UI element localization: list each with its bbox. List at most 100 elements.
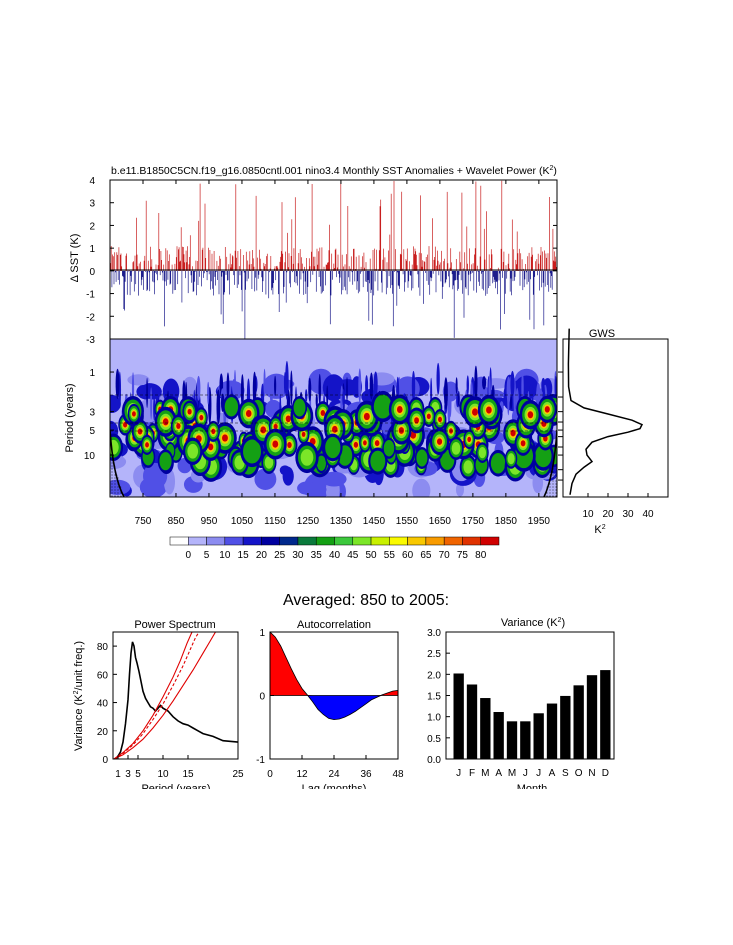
wavelet-x-tick-label: 1050 bbox=[231, 516, 254, 527]
wavelet-power-cell bbox=[490, 452, 506, 474]
autocorrelation-negative-fill bbox=[270, 695, 398, 720]
autocorrelation-line bbox=[270, 632, 398, 721]
variance-y-tick-label: 3.0 bbox=[427, 628, 441, 639]
wavelet-power-cell bbox=[216, 389, 221, 425]
wavelet-x-tick-label: 1850 bbox=[495, 516, 518, 527]
sst-y-tick-label: -3 bbox=[86, 335, 95, 346]
wavelet-x-tick-label: 1650 bbox=[429, 516, 452, 527]
wavelet-period-reference-lines bbox=[110, 394, 557, 432]
wavelet-power-cell bbox=[370, 450, 386, 472]
colorbar-cell bbox=[279, 536, 299, 546]
variance-axes: J F M A M J J A S O N D0.00.51.01.52.02.53.0 bbox=[427, 628, 609, 779]
colorbar-label: 0 bbox=[185, 550, 191, 561]
wavelet-y-tick-label: 5 bbox=[89, 426, 95, 437]
wavelet-power-cell bbox=[196, 375, 201, 401]
wavelet-power-cell bbox=[232, 379, 236, 395]
autocorrelation-x-tick-label: 48 bbox=[392, 769, 404, 780]
wavelet-power-cell bbox=[224, 397, 239, 417]
wavelet-power-cell bbox=[443, 377, 448, 410]
colorbar-cell bbox=[297, 536, 317, 546]
wavelet-power-cell bbox=[285, 360, 289, 400]
autocorrelation-y-tick-label: 0 bbox=[259, 692, 265, 703]
variance-x-tick-label: M bbox=[481, 768, 489, 779]
variance-bar bbox=[600, 670, 611, 759]
wavelet-power-cell bbox=[510, 429, 516, 437]
power-spectrum-frame bbox=[112, 631, 239, 760]
variance-y-tick-label: 0.0 bbox=[427, 755, 441, 766]
colorbar-cell bbox=[206, 536, 226, 546]
variance-bar bbox=[546, 703, 558, 759]
colorbar-label: 70 bbox=[439, 550, 451, 561]
wavelet-power-cell bbox=[346, 376, 348, 402]
wavelet-power-cell bbox=[145, 442, 149, 448]
averaged-title: Averaged: 850 to 2005: bbox=[283, 592, 449, 609]
wavelet-power-cell bbox=[272, 440, 279, 448]
wavelet-power-cell bbox=[544, 406, 550, 413]
power-spectrum-x-tick-label: 3 bbox=[125, 769, 131, 780]
wavelet-power-cell bbox=[521, 371, 524, 405]
red-noise-line bbox=[113, 632, 216, 759]
wavelet-x-tick-label: 750 bbox=[135, 516, 152, 527]
autocorrelation-x-tick-label: 24 bbox=[328, 769, 340, 780]
wavelet-power-cell bbox=[478, 446, 487, 459]
wavelet-x-tick-label: 850 bbox=[168, 516, 185, 527]
variance-x-tick-label: S bbox=[562, 768, 569, 779]
variance-bars bbox=[453, 670, 611, 759]
autocorrelation-y-tick-label: 1 bbox=[259, 628, 265, 639]
wavelet-power-cell bbox=[507, 380, 510, 416]
wavelet-power-cell bbox=[115, 368, 120, 400]
wavelet-power-cell bbox=[536, 382, 541, 404]
wavelet-power-cell bbox=[211, 428, 216, 435]
wavelet-power-cell bbox=[520, 440, 526, 447]
wavelet-power-cell bbox=[353, 441, 359, 448]
sst-anomaly-series bbox=[110, 180, 557, 339]
wavelet-power-cell bbox=[110, 394, 121, 414]
red-noise-line bbox=[113, 632, 200, 759]
wavelet-power-field bbox=[110, 360, 557, 497]
variance-x-tick-label: F bbox=[469, 768, 475, 779]
wavelet-power-cell bbox=[509, 395, 513, 410]
power-spectrum-x-tick-label: 5 bbox=[135, 769, 141, 780]
wavelet-power-cell bbox=[264, 456, 274, 469]
wavelet-power-cell bbox=[363, 412, 370, 421]
power-spectrum-y-tick-label: 60 bbox=[97, 670, 109, 681]
cone-of-influence bbox=[110, 429, 557, 497]
wavelet-y-axis-label: Period (years) bbox=[64, 383, 76, 452]
wavelet-power-cell bbox=[383, 439, 395, 457]
colorbar-cell bbox=[352, 536, 372, 546]
autocorrelation-x-tick-label: 0 bbox=[267, 769, 273, 780]
colorbar-cell bbox=[242, 536, 262, 546]
power-spectrum-x-tick-label: 25 bbox=[232, 769, 244, 780]
colorbar-label: 30 bbox=[292, 550, 304, 561]
colorbar-cell bbox=[334, 536, 354, 546]
wavelet-power-cell bbox=[369, 372, 374, 400]
colorbar-cell bbox=[224, 536, 244, 546]
power-spectrum-x-tick-label: 10 bbox=[157, 769, 169, 780]
wavelet-power-cell bbox=[438, 416, 442, 423]
wavelet-x-tick-label: 1950 bbox=[528, 516, 551, 527]
power-spectrum-y-tick-label: 80 bbox=[97, 642, 109, 653]
power-spectrum-y-tick-label: 0 bbox=[102, 755, 108, 766]
wavelet-power-cell bbox=[482, 376, 487, 390]
gws-y-ticks bbox=[558, 371, 563, 481]
power-spectrum-x-tick-label: 15 bbox=[182, 769, 194, 780]
variance-bar bbox=[466, 684, 478, 759]
wavelet-power-cell bbox=[327, 378, 331, 396]
colorbar-cell bbox=[169, 536, 189, 546]
wavelet-power-cell bbox=[146, 377, 149, 409]
wavelet-power-cell bbox=[304, 389, 308, 403]
wavelet-power-cell bbox=[316, 455, 327, 471]
colorbar-label: 75 bbox=[457, 550, 469, 561]
wavelet-power-cell bbox=[123, 421, 128, 428]
wavelet-power-cell bbox=[287, 442, 292, 448]
wavelet-power-cell bbox=[273, 423, 278, 430]
colorbar-label: 50 bbox=[365, 550, 377, 561]
colorbar-label: 25 bbox=[274, 550, 286, 561]
gws-x-axis: 10 20 30 40 bbox=[582, 493, 654, 520]
variance-x-tick-label: A bbox=[495, 768, 502, 779]
variance-panel: Variance (K2) J F M A M J J A S O N D0.00.51.01.52.… bbox=[427, 617, 615, 795]
power-spectrum-y-label: Variance (K2/unit freq.) bbox=[73, 641, 85, 751]
wavelet-power-cell bbox=[474, 365, 478, 401]
wavelet-power-cell bbox=[320, 410, 326, 416]
sst-y-tick-label: -1 bbox=[86, 290, 95, 301]
